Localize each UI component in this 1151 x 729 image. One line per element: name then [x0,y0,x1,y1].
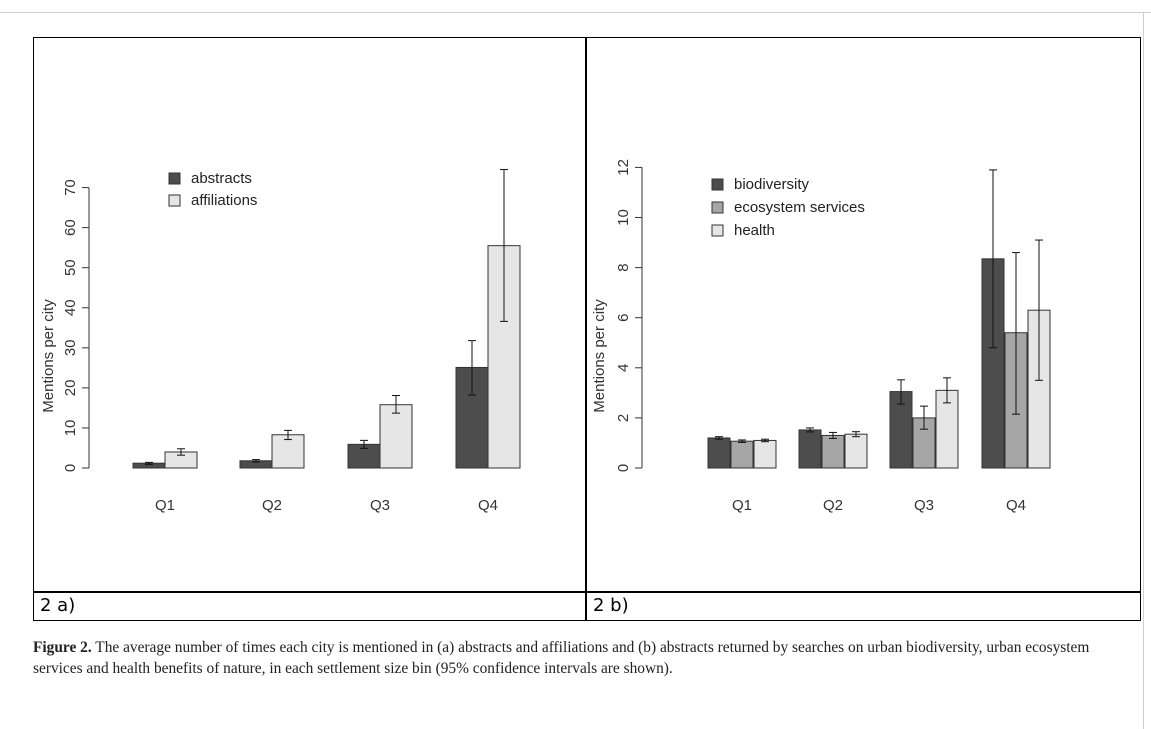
y-tick-label: 20 [62,380,79,397]
legend-label: abstracts [191,170,252,187]
top-rule [0,12,1151,13]
bar [271,434,305,469]
figure-caption: Figure 2. The average number of times ea… [33,637,1113,679]
bar [730,440,754,469]
bar [379,404,413,469]
legend-swatch [711,224,724,237]
caption-text: The average number of times each city is… [33,639,1090,677]
legend-swatch [711,178,724,191]
caption-label: Figure 2. [33,639,92,656]
bar [753,439,777,469]
y-tick-label: 4 [615,364,632,372]
chart-b: 0 2 4 6 8 10 12 Mentions per city Q1 Q2 Q3 Q4 biodiv… [591,159,1051,514]
bar [798,429,822,469]
y-tick-label: 40 [62,299,79,316]
y-tick-label: 30 [62,339,79,356]
y-tick-label: 2 [615,414,632,422]
x-tick-label: Q4 [478,497,498,514]
legend-swatch [168,172,181,185]
bar [821,434,845,469]
side-rule [1143,12,1144,729]
column-divider [585,37,587,621]
y-tick-label: 10 [615,209,632,226]
y-tick-label: 0 [62,464,79,472]
y-tick-label: 60 [62,219,79,236]
y-axis-label: Mentions per city [591,299,608,413]
y-tick-label: 0 [615,464,632,472]
panel-label-a: 2 a) [40,595,76,616]
y-tick-label: 8 [615,263,632,271]
x-tick-label: Q4 [1006,497,1026,514]
x-tick-label: Q1 [732,497,752,514]
panel-label-b: 2 b) [593,595,629,616]
legend-label: affiliations [191,192,257,209]
y-tick-label: 6 [615,314,632,322]
legend-swatch [711,201,724,214]
label-row-divider [33,591,1141,593]
y-tick-label: 70 [62,179,79,196]
bar [844,433,868,469]
x-tick-label: Q3 [914,497,934,514]
bar [707,437,731,469]
y-tick-label: 10 [62,420,79,437]
x-tick-label: Q2 [823,497,843,514]
legend-label: biodiversity [734,176,810,193]
chart-a: 0 10 20 30 40 50 60 70 Mentions per city Q1 Q2 Q3 Q4… [40,169,521,514]
x-tick-label: Q3 [370,497,390,514]
x-tick-label: Q2 [262,497,282,514]
legend-swatch [168,194,181,207]
y-tick-label: 50 [62,259,79,276]
y-tick-label: 12 [615,159,632,176]
x-tick-label: Q1 [155,497,175,514]
legend-label: ecosystem services [734,199,865,216]
y-axis-label: Mentions per city [40,299,57,413]
legend-label: health [734,222,775,239]
figure-table [33,37,1141,621]
